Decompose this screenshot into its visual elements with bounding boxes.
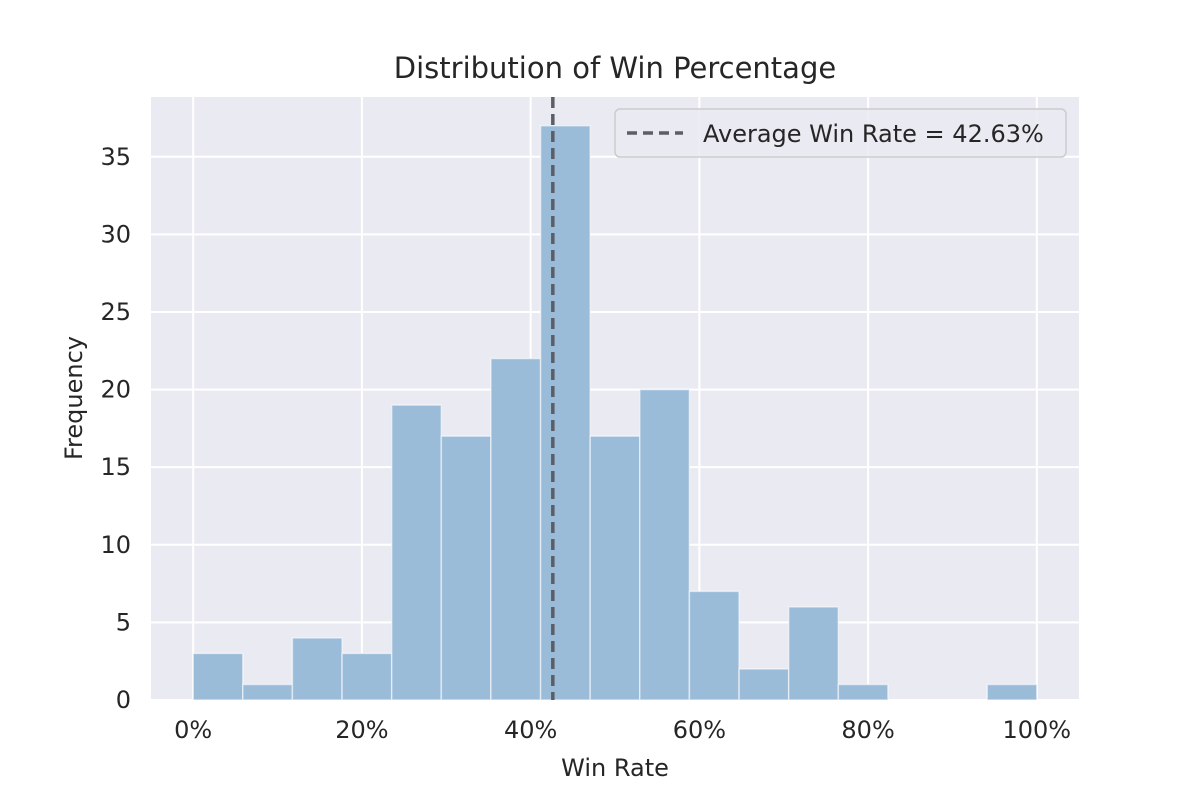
y-tick-label: 30 [100,220,131,248]
x-tick-label: 40% [504,716,557,744]
histogram-bar [440,435,492,701]
y-tick-label: 0 [116,686,131,714]
histogram-bar [490,357,542,701]
histogram-bar [242,683,294,701]
x-tick-label: 60% [673,716,726,744]
y-tick-label: 10 [100,531,131,559]
histogram-bar [837,683,889,701]
histogram-bar [539,124,591,701]
histogram-bar [787,606,840,701]
histogram-bar [738,668,790,701]
tick-labels: 0% 20% 40% 60% 80% 100% 0 5 10 15 20 25 30 35 [100,143,1071,744]
y-tick-label: 15 [100,453,131,481]
histogram-bar [589,435,641,701]
y-tick-label: 20 [100,376,131,404]
x-tick-label: 80% [841,716,894,744]
histogram-bar [639,388,691,701]
x-axis-label: Win Rate [561,754,669,782]
y-tick-label: 5 [116,608,131,636]
chart-title: Distribution of Win Percentage [394,51,836,85]
bars [192,124,1038,701]
y-tick-label: 25 [100,298,131,326]
x-tick-label: 20% [335,716,388,744]
histogram-bar [291,637,343,701]
histogram-bar [688,590,740,701]
x-tick-label: 0% [174,716,212,744]
histogram-bar [390,404,443,701]
y-tick-label: 35 [100,143,131,171]
y-axis-label: Frequency [60,336,88,460]
legend-box [614,108,1067,158]
histogram-bar [986,683,1038,701]
x-tick-label: 100% [1003,716,1072,744]
histogram-bar [192,652,244,701]
legend: Average Win Rate = 42.63% [614,108,1067,158]
histogram-bar [341,652,393,701]
legend-label: Average Win Rate = 42.63% [703,120,1044,148]
